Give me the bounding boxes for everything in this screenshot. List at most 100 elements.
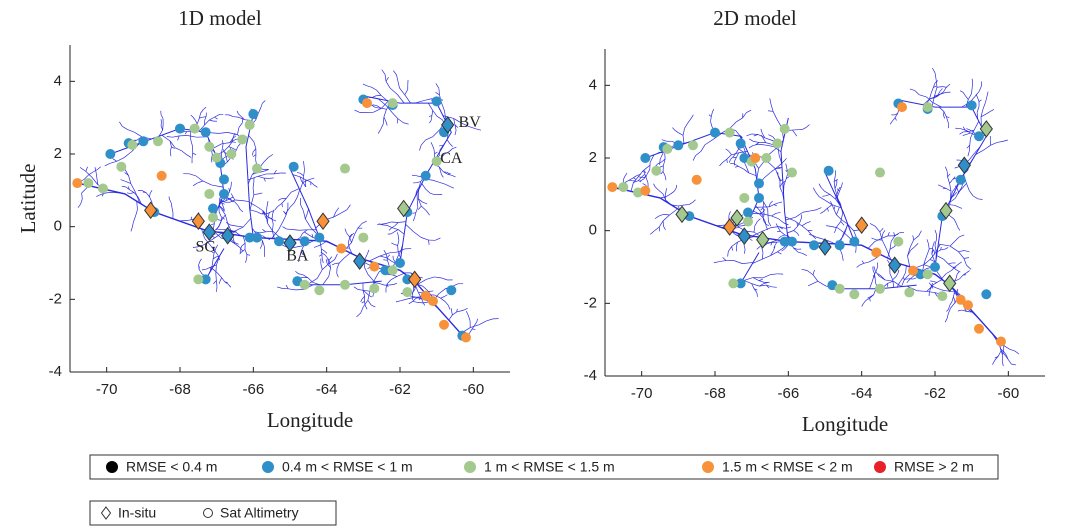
- river: [299, 176, 306, 181]
- river: [224, 281, 228, 283]
- river: [986, 91, 989, 97]
- river: [425, 210, 430, 216]
- river: [978, 99, 982, 102]
- river: [228, 187, 230, 192]
- river: [710, 112, 713, 117]
- river: [125, 186, 130, 190]
- river: [675, 184, 678, 189]
- river: [235, 243, 241, 248]
- river: [839, 236, 844, 241]
- river: [192, 246, 198, 248]
- river: [660, 171, 664, 175]
- river: [674, 129, 679, 134]
- river: [452, 146, 457, 149]
- river: [932, 67, 936, 74]
- river: [779, 178, 784, 182]
- river: [909, 88, 915, 91]
- river: [966, 144, 971, 149]
- river: [377, 129, 382, 134]
- river: [432, 110, 438, 117]
- river: [435, 237, 441, 241]
- river: [305, 218, 311, 228]
- altimetry-point: [420, 170, 431, 181]
- river: [474, 321, 478, 326]
- in-situ-point: [202, 223, 216, 241]
- river: [644, 173, 647, 179]
- river: [391, 221, 399, 223]
- river: [756, 292, 758, 297]
- river: [796, 222, 798, 227]
- river: [476, 318, 478, 323]
- river: [435, 92, 440, 96]
- river: [96, 177, 99, 185]
- altimetry-point: [607, 182, 618, 193]
- river: [662, 171, 666, 177]
- river: [214, 116, 218, 120]
- river: [956, 271, 960, 275]
- river: [395, 300, 401, 303]
- river: [211, 268, 218, 274]
- altimetry-point: [849, 289, 860, 300]
- river: [830, 201, 833, 206]
- river: [890, 235, 895, 242]
- river: [950, 194, 955, 198]
- river: [296, 237, 301, 241]
- river: [897, 269, 900, 274]
- river: [940, 92, 946, 95]
- river: [133, 216, 136, 223]
- river: [404, 89, 409, 95]
- y-tick-label: 0: [54, 218, 62, 235]
- river: [471, 324, 475, 330]
- river: [645, 177, 649, 183]
- river: [926, 239, 929, 244]
- river: [413, 286, 417, 291]
- river: [759, 213, 764, 219]
- in-situ-point: [191, 212, 205, 231]
- altimetry-point: [640, 153, 651, 163]
- river: [947, 173, 951, 178]
- river: [923, 259, 931, 265]
- river: [271, 213, 274, 219]
- river: [949, 183, 952, 192]
- river: [777, 147, 780, 156]
- river: [195, 175, 204, 182]
- river: [820, 211, 825, 214]
- river: [265, 207, 268, 215]
- altimetry-point: [996, 336, 1006, 347]
- river: [879, 227, 884, 233]
- river: [875, 270, 880, 277]
- river: [956, 269, 961, 273]
- altimetry-point: [127, 139, 138, 150]
- altimetry-point: [83, 178, 94, 189]
- river: [353, 286, 359, 290]
- altimetry-point: [439, 319, 449, 330]
- river: [263, 177, 266, 182]
- river: [954, 236, 960, 242]
- river: [416, 181, 421, 184]
- river: [456, 308, 458, 313]
- river: [444, 183, 450, 187]
- river: [372, 281, 379, 284]
- river: [875, 226, 881, 233]
- river: [708, 114, 712, 117]
- river: [943, 115, 946, 119]
- river: [936, 86, 943, 88]
- river: [422, 285, 429, 292]
- river: [962, 183, 967, 188]
- altimetry-point: [761, 153, 772, 163]
- river: [298, 257, 301, 263]
- river: [278, 198, 282, 201]
- river: [216, 280, 218, 287]
- river: [871, 237, 877, 241]
- river: [360, 298, 363, 302]
- altimetry-point: [340, 279, 350, 290]
- river: [839, 186, 842, 192]
- river: [192, 182, 198, 187]
- river: [959, 90, 964, 93]
- river: [755, 142, 760, 145]
- river: [833, 206, 836, 210]
- river: [417, 279, 427, 285]
- river: [870, 294, 874, 297]
- river: [349, 247, 353, 254]
- river: [80, 198, 83, 205]
